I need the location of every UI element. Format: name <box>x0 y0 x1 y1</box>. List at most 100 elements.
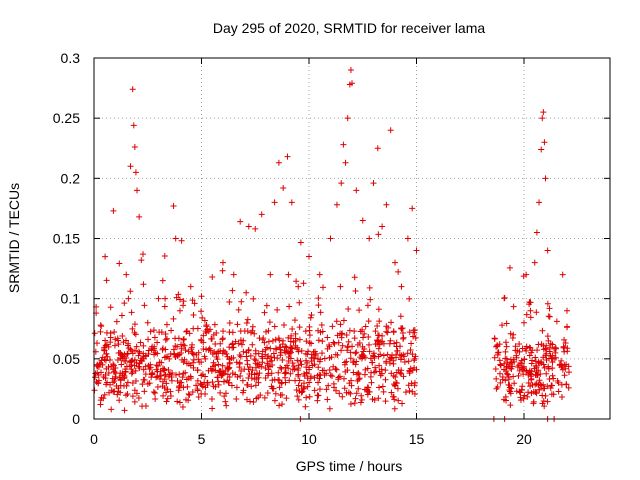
data-point <box>384 329 391 336</box>
data-point <box>549 365 556 372</box>
data-point <box>392 373 399 380</box>
data-point <box>123 271 130 278</box>
data-point <box>387 354 394 361</box>
data-point <box>131 347 138 354</box>
data-point <box>100 395 107 402</box>
data-point <box>162 330 169 337</box>
data-point <box>141 302 148 309</box>
data-point <box>564 348 571 355</box>
data-point <box>565 369 572 376</box>
data-point <box>548 355 555 362</box>
data-point <box>203 322 210 329</box>
data-point <box>140 251 147 258</box>
data-point <box>162 295 169 302</box>
data-point <box>333 366 340 373</box>
data-point <box>153 374 160 381</box>
data-point <box>105 370 112 377</box>
data-point <box>510 373 517 380</box>
data-point <box>528 368 535 375</box>
data-point <box>339 342 346 349</box>
data-point <box>390 329 397 336</box>
data-point <box>400 351 407 358</box>
data-point <box>376 341 383 348</box>
data-point <box>160 392 167 399</box>
data-point <box>299 388 306 395</box>
data-point <box>502 348 509 355</box>
data-point <box>349 343 356 350</box>
data-point <box>163 380 170 387</box>
data-point <box>180 302 187 309</box>
data-point <box>115 349 122 356</box>
data-point <box>366 284 373 291</box>
data-point <box>278 365 285 372</box>
data-point <box>304 383 311 390</box>
data-point <box>505 374 512 381</box>
data-point <box>359 343 366 350</box>
grid-lines <box>94 58 610 419</box>
data-point <box>106 389 113 396</box>
data-point <box>324 334 331 341</box>
data-point <box>538 341 545 348</box>
data-point <box>121 300 128 307</box>
data-point <box>375 353 382 360</box>
data-point <box>239 377 246 384</box>
data-point <box>544 247 551 254</box>
data-point <box>161 253 168 260</box>
data-point <box>135 352 142 359</box>
data-point <box>129 369 136 376</box>
data-point <box>122 369 129 376</box>
data-point <box>388 389 395 396</box>
data-point <box>405 382 412 389</box>
data-point <box>108 363 115 370</box>
data-point <box>269 385 276 392</box>
data-point <box>221 393 228 400</box>
data-point <box>111 329 118 336</box>
data-point <box>289 345 296 352</box>
data-point <box>375 231 382 238</box>
data-point <box>527 314 534 321</box>
data-point <box>521 392 528 399</box>
data-point <box>214 356 221 363</box>
data-point <box>504 371 511 378</box>
data-point <box>142 371 149 378</box>
data-point <box>107 304 114 311</box>
data-point <box>352 288 359 295</box>
data-point <box>496 370 503 377</box>
data-point <box>295 362 302 369</box>
data-point <box>404 235 411 242</box>
data-point <box>226 379 233 386</box>
data-point <box>327 235 334 242</box>
data-point <box>355 376 362 383</box>
data-point <box>376 318 383 325</box>
data-point <box>163 335 170 342</box>
data-point <box>146 380 153 387</box>
data-point <box>554 377 561 384</box>
data-point <box>517 360 524 367</box>
data-point <box>296 299 303 306</box>
data-point <box>390 393 397 400</box>
data-point <box>174 343 181 350</box>
data-point <box>306 332 313 339</box>
data-point <box>559 271 566 278</box>
data-point <box>94 340 101 347</box>
data-point <box>398 283 405 290</box>
data-point <box>521 356 528 363</box>
data-point <box>267 358 274 365</box>
data-point <box>544 398 551 405</box>
data-point <box>202 355 209 362</box>
data-point <box>251 356 258 363</box>
data-point <box>382 376 389 383</box>
data-point <box>261 309 268 316</box>
data-point <box>530 398 537 405</box>
data-point <box>515 372 522 379</box>
data-point <box>335 376 342 383</box>
data-point <box>237 218 244 225</box>
data-point <box>174 398 181 405</box>
y-tick-label: 0.1 <box>61 291 81 307</box>
data-point <box>235 340 242 347</box>
data-point <box>507 356 514 363</box>
data-point <box>247 352 254 359</box>
data-point <box>131 387 138 394</box>
data-point <box>129 379 136 386</box>
data-point <box>211 321 218 328</box>
